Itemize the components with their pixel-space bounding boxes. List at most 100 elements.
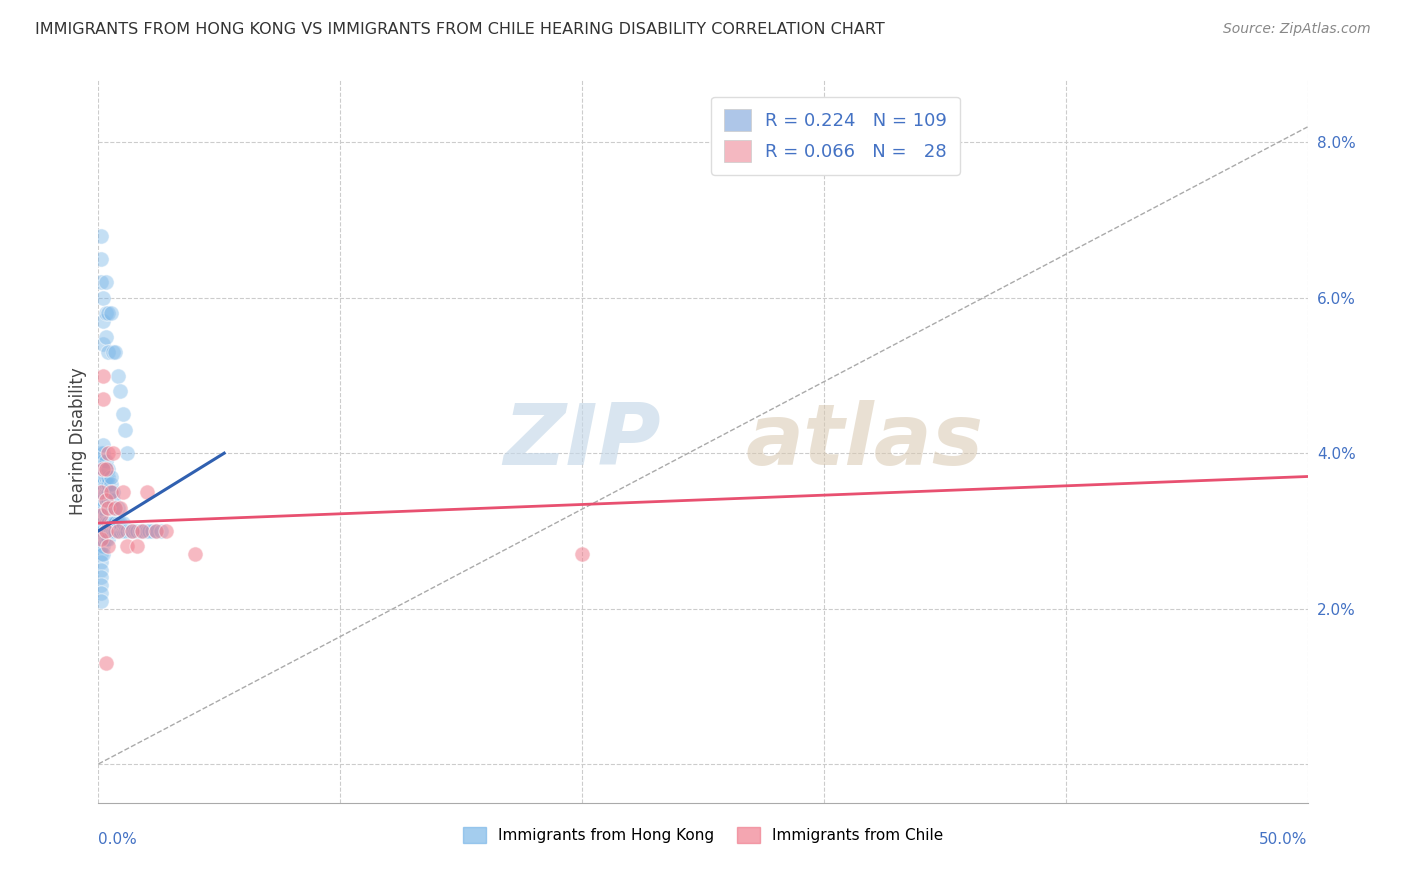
Point <box>97 500 120 515</box>
Point <box>128 524 150 538</box>
Point <box>90 446 112 460</box>
Point <box>145 524 167 538</box>
Point <box>97 500 120 515</box>
Point <box>97 477 120 491</box>
Point <box>91 314 114 328</box>
Point <box>104 516 127 530</box>
Point <box>90 508 112 523</box>
Point <box>100 516 122 530</box>
Point <box>94 516 117 530</box>
Point <box>91 485 114 500</box>
Point <box>100 485 122 500</box>
Point <box>101 446 124 460</box>
Y-axis label: Hearing Disability: Hearing Disability <box>69 368 87 516</box>
Point <box>114 423 136 437</box>
Point <box>90 532 112 546</box>
Point <box>91 469 114 483</box>
Point <box>90 485 112 500</box>
Point <box>100 485 122 500</box>
Point <box>107 516 129 530</box>
Point <box>91 516 114 530</box>
Point <box>91 446 114 460</box>
Point <box>100 492 122 507</box>
Point <box>97 446 120 460</box>
Point <box>114 524 136 538</box>
Point <box>97 485 120 500</box>
Point <box>104 345 127 359</box>
Point <box>94 329 117 343</box>
Point <box>101 524 124 538</box>
Point <box>111 524 134 538</box>
Point <box>131 524 153 538</box>
Point <box>94 454 117 468</box>
Point <box>101 485 124 500</box>
Point <box>90 492 112 507</box>
Point <box>107 368 129 383</box>
Point <box>94 469 117 483</box>
Point <box>91 492 114 507</box>
Point <box>97 540 120 554</box>
Point <box>117 524 139 538</box>
Point <box>104 500 127 515</box>
Point <box>91 438 114 452</box>
Point <box>108 516 131 530</box>
Point <box>94 477 117 491</box>
Point <box>97 516 120 530</box>
Point <box>91 461 114 475</box>
Point <box>135 485 157 500</box>
Point <box>118 524 141 538</box>
Point <box>101 345 124 359</box>
Point <box>117 446 139 460</box>
Point <box>91 368 114 383</box>
Point <box>141 524 163 538</box>
Point <box>101 492 124 507</box>
Point <box>90 275 112 289</box>
Point <box>145 524 167 538</box>
Point <box>184 547 207 561</box>
Text: Source: ZipAtlas.com: Source: ZipAtlas.com <box>1223 22 1371 37</box>
Point <box>90 485 112 500</box>
Point <box>104 524 127 538</box>
Point <box>97 306 120 320</box>
Text: 50.0%: 50.0% <box>1260 831 1308 847</box>
Point <box>91 454 114 468</box>
Point <box>91 291 114 305</box>
Point <box>90 570 112 584</box>
Point <box>107 524 129 538</box>
Text: 0.0%: 0.0% <box>98 831 138 847</box>
Point <box>121 524 143 538</box>
Point <box>90 228 112 243</box>
Point <box>97 492 120 507</box>
Point <box>91 461 114 475</box>
Point <box>571 547 593 561</box>
Point <box>90 469 112 483</box>
Point <box>94 492 117 507</box>
Point <box>90 516 112 530</box>
Point <box>127 540 149 554</box>
Point <box>100 469 122 483</box>
Point <box>135 524 157 538</box>
Point <box>97 469 120 483</box>
Point <box>91 337 114 351</box>
Point <box>94 485 117 500</box>
Point <box>91 524 114 538</box>
Point <box>90 594 112 608</box>
Point <box>111 408 134 422</box>
Point <box>97 461 120 475</box>
Point <box>90 547 112 561</box>
Point <box>111 516 134 530</box>
Text: IMMIGRANTS FROM HONG KONG VS IMMIGRANTS FROM CHILE HEARING DISABILITY CORRELATIO: IMMIGRANTS FROM HONG KONG VS IMMIGRANTS … <box>35 22 884 37</box>
Point <box>101 500 124 515</box>
Point <box>91 508 114 523</box>
Point <box>94 275 117 289</box>
Point <box>94 306 117 320</box>
Point <box>131 524 153 538</box>
Point <box>90 578 112 592</box>
Point <box>107 500 129 515</box>
Point <box>108 500 131 515</box>
Point <box>111 485 134 500</box>
Point <box>90 540 112 554</box>
Point <box>90 563 112 577</box>
Point <box>91 532 114 546</box>
Point <box>127 524 149 538</box>
